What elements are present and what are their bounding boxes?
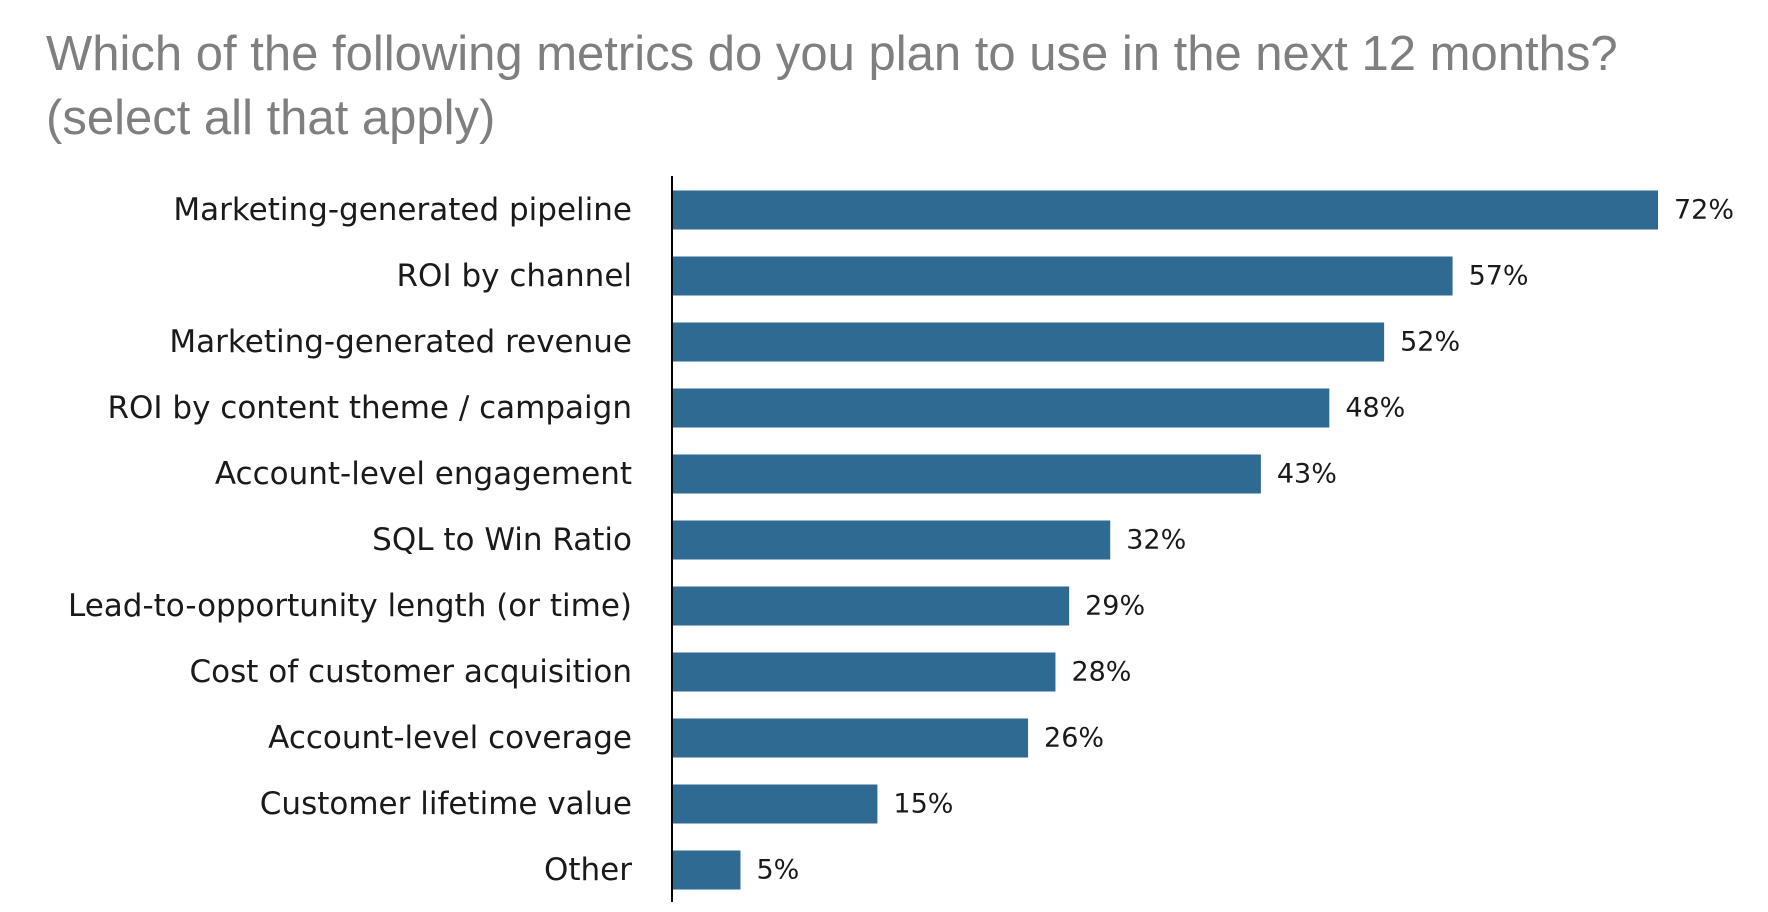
category-labels-group: Marketing-generated pipeline ROI by chann… xyxy=(68,192,632,888)
bar xyxy=(672,190,1658,230)
category-label: Cost of customer acquisition xyxy=(190,654,632,690)
category-label: Marketing-generated pipeline xyxy=(173,192,632,228)
bar xyxy=(672,718,1029,758)
chart-title-line-1: Which of the following metrics do you pl… xyxy=(46,27,1618,81)
value-label: 72% xyxy=(1674,195,1734,226)
value-label: 29% xyxy=(1085,591,1145,622)
bar xyxy=(672,784,878,824)
category-label: Customer lifetime value xyxy=(260,786,632,822)
category-label: ROI by channel xyxy=(397,258,632,294)
value-label: 48% xyxy=(1345,393,1405,424)
bar xyxy=(672,520,1111,560)
category-label: Account-level engagement xyxy=(215,456,632,492)
bar xyxy=(672,652,1056,692)
value-label: 5% xyxy=(756,855,799,886)
category-label: Other xyxy=(544,852,632,888)
value-label: 32% xyxy=(1126,525,1186,556)
category-label: SQL to Win Ratio xyxy=(372,522,632,558)
bar xyxy=(672,322,1385,362)
bar xyxy=(672,586,1070,626)
bar xyxy=(672,388,1330,428)
chart-title: Which of the following metrics do you pl… xyxy=(46,22,1746,150)
category-label: Lead-to-opportunity length (or time) xyxy=(68,588,632,624)
value-labels-group: 72% 57% 52% 48% 43% 32% 29% 28% 26% 15% 5% xyxy=(756,195,1734,886)
chart-title-line-2: (select all that apply) xyxy=(46,91,496,145)
value-label: 57% xyxy=(1469,261,1529,292)
bars-group xyxy=(672,190,1658,890)
bar xyxy=(672,256,1453,296)
category-label: Marketing-generated revenue xyxy=(169,324,632,360)
value-label: 28% xyxy=(1071,657,1131,688)
category-label: Account-level coverage xyxy=(268,720,632,756)
category-label: ROI by content theme / campaign xyxy=(107,390,632,426)
value-label: 15% xyxy=(893,789,953,820)
bar xyxy=(672,454,1261,494)
value-label: 43% xyxy=(1277,459,1337,490)
bar xyxy=(672,850,741,890)
value-label: 52% xyxy=(1400,327,1460,358)
value-label: 26% xyxy=(1044,723,1104,754)
